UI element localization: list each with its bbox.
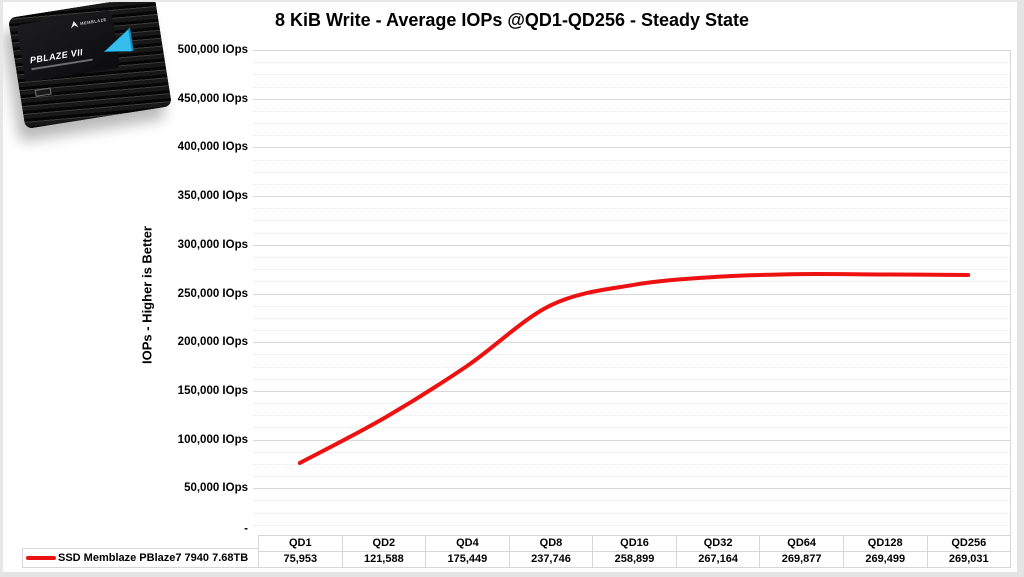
table-value-cell: 269,877 (759, 551, 844, 568)
table-value-cell: 269,031 (926, 551, 1012, 568)
memblaze-logo-icon (70, 20, 79, 28)
y-tick-label: 450,000 IOps (177, 92, 248, 105)
minor-gridline (253, 159, 1010, 161)
minor-gridline (253, 74, 1010, 76)
table-header-cell: QD64 (759, 535, 844, 552)
y-tick-label: 400,000 IOps (177, 141, 248, 154)
series-svg (297, 272, 971, 465)
table-value-cell: 269,499 (842, 551, 928, 568)
minor-gridline (253, 403, 1010, 405)
table-header-cell: QD1 (258, 535, 343, 552)
major-gridline (253, 342, 1010, 344)
major-gridline (253, 293, 1010, 295)
y-tick-label: 350,000 IOps (177, 190, 248, 203)
major-gridline (253, 439, 1010, 441)
major-gridline (253, 50, 1010, 51)
minor-gridline (253, 524, 1010, 526)
series-line (297, 272, 971, 465)
y-tick-label: 100,000 IOps (177, 433, 248, 446)
table-value-cell: 75,953 (258, 551, 343, 568)
minor-gridline (253, 220, 1010, 222)
minor-gridline (253, 305, 1010, 307)
minor-gridline (253, 500, 1010, 502)
minor-gridline (253, 476, 1010, 478)
minor-gridline (253, 463, 1010, 465)
y-tick-label: 50,000 IOps (184, 482, 248, 495)
minor-gridline (253, 86, 1010, 88)
minor-gridline (253, 378, 1010, 380)
y-tick-label: 200,000 IOps (177, 336, 248, 349)
legend: SSD Memblaze PBlaze7 7940 7.68TB (22, 548, 259, 568)
memblaze-logo: MEMBLAZE (70, 16, 107, 29)
y-tick-label: 500,000 IOps (177, 44, 248, 56)
table-value-cell: 175,449 (425, 551, 510, 568)
minor-gridline (253, 354, 1010, 356)
major-gridline (253, 244, 1010, 246)
minor-gridline (253, 269, 1010, 271)
minor-gridline (253, 330, 1010, 332)
major-gridline (253, 488, 1010, 490)
minor-gridline (253, 366, 1010, 368)
y-tick-label: 250,000 IOps (177, 287, 248, 300)
ssd-brand-text: MEMBLAZE (79, 16, 107, 27)
minor-gridline (253, 110, 1010, 112)
minor-gridline (253, 123, 1010, 125)
minor-gridline (253, 451, 1010, 453)
minor-gridline (253, 135, 1010, 137)
table-value-cell: 237,746 (508, 551, 594, 568)
y-tick-label: 300,000 IOps (177, 238, 248, 251)
minor-gridline (253, 256, 1010, 258)
minor-gridline (253, 208, 1010, 210)
y-tick-label: 150,000 IOps (177, 384, 248, 397)
table-value-cell: 121,588 (341, 551, 427, 568)
plot-area (253, 50, 1011, 537)
minor-gridline (253, 281, 1010, 283)
minor-gridline (253, 232, 1010, 234)
table-header-cell: QD8 (508, 535, 594, 552)
minor-gridline (253, 171, 1010, 173)
table-header-cell: QD32 (675, 535, 761, 552)
table-value-cell: 258,899 (592, 551, 677, 568)
minor-gridline (253, 512, 1010, 514)
minor-gridline (253, 183, 1010, 185)
table-value-cell: 267,164 (675, 551, 761, 568)
chart-title: 8 KiB Write - Average IOPs @QD1-QD256 - … (274, 10, 750, 30)
table-value-row: 75,953 121,588 175,449 237,746 258,899 267,16… (258, 551, 1012, 568)
legend-series-label: SSD Memblaze PBlaze7 7940 7.68TB (58, 552, 249, 564)
table-header-cell: QD128 (842, 535, 928, 552)
table-header-cell: QD4 (425, 535, 510, 552)
table-header-row: QD1 QD2 QD4 QD8 QD16 QD32 QD64 QD128 QD256 (258, 535, 1012, 552)
minor-gridline (253, 317, 1010, 319)
ssd-product-image: MEMBLAZE PBLAZE VII (8, 0, 172, 129)
legend-line-swatch (26, 556, 56, 560)
major-gridline (253, 98, 1010, 100)
major-gridline (253, 147, 1010, 149)
minor-gridline (253, 427, 1010, 429)
minor-gridline (253, 62, 1010, 64)
plot-right-border (1010, 50, 1011, 536)
minor-gridline (253, 415, 1010, 417)
table-header-cell: QD2 (341, 535, 427, 552)
table-header-cell: QD16 (592, 535, 677, 552)
major-gridline (253, 196, 1010, 198)
y-tick-label: - (244, 523, 248, 535)
major-gridline (253, 390, 1010, 392)
table-header-cell: QD256 (926, 535, 1012, 552)
